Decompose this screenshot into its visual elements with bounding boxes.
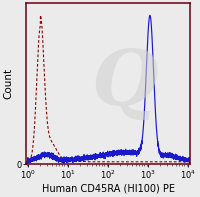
Text: Q: Q bbox=[91, 47, 158, 121]
Y-axis label: Count: Count bbox=[3, 68, 13, 99]
X-axis label: Human CD45RA (HI100) PE: Human CD45RA (HI100) PE bbox=[42, 184, 175, 193]
